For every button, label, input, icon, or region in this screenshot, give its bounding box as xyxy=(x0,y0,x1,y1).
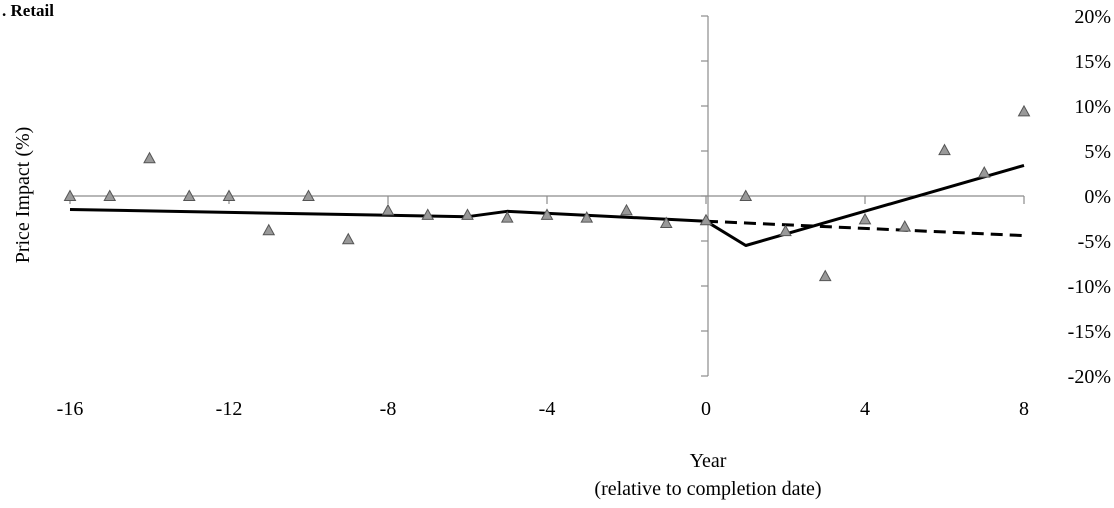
chart-title: . Retail xyxy=(2,1,54,20)
x-tick-label: 4 xyxy=(860,398,870,420)
data-point xyxy=(500,211,514,223)
y-tick-label: 10% xyxy=(1074,96,1111,118)
data-point xyxy=(421,208,435,220)
y-tick-label: 20% xyxy=(1074,6,1111,28)
y-tick-label: -15% xyxy=(1068,321,1111,343)
dashed-trend-line xyxy=(705,219,1025,238)
x-tick-labels: -16 -12 -8 -4 0 4 8 xyxy=(57,398,1029,420)
data-point xyxy=(381,203,395,216)
data-point xyxy=(222,189,236,201)
axes xyxy=(69,15,1025,377)
scatter-points xyxy=(63,104,1031,282)
data-point xyxy=(63,189,77,201)
data-point xyxy=(540,208,554,220)
data-point xyxy=(699,213,713,226)
y-tick-label: -5% xyxy=(1078,231,1111,253)
data-point xyxy=(779,224,792,237)
x-tick-label: -12 xyxy=(216,398,243,420)
data-point xyxy=(818,269,832,282)
x-tick-label: -4 xyxy=(539,398,556,420)
y-tick-label: -20% xyxy=(1068,366,1111,388)
data-point xyxy=(262,223,276,236)
solid-trend-line xyxy=(69,163,1025,247)
data-point xyxy=(659,216,673,228)
x-tick-label: -16 xyxy=(57,398,84,420)
x-axis-sublabel: (relative to completion date) xyxy=(594,478,821,500)
x-tick-label: 8 xyxy=(1019,398,1029,420)
data-point xyxy=(182,189,196,201)
data-point xyxy=(143,151,156,164)
data-point xyxy=(103,189,117,201)
x-tick-label: 0 xyxy=(701,398,711,420)
data-point xyxy=(858,212,872,225)
data-point xyxy=(302,189,315,201)
data-point xyxy=(580,211,594,223)
y-tick-label: 5% xyxy=(1084,141,1111,163)
data-point xyxy=(938,143,951,156)
data-point xyxy=(341,232,355,245)
data-point xyxy=(898,220,912,232)
data-point xyxy=(1017,104,1031,117)
y-tick-label: 15% xyxy=(1074,51,1111,73)
trend-lines xyxy=(69,163,1025,247)
data-point xyxy=(739,189,753,201)
x-tick-label: -8 xyxy=(380,398,397,420)
y-tick-label: 0% xyxy=(1084,186,1111,208)
x-axis-label: Year xyxy=(690,450,727,472)
data-point xyxy=(461,208,474,220)
y-tick-labels: 20% 15% 10% 5% 0% -5% -10% -15% -20% xyxy=(1068,6,1111,388)
data-point xyxy=(977,166,991,178)
y-axis-label: Price Impact (%) xyxy=(12,127,34,264)
data-point xyxy=(620,203,633,216)
y-tick-label: -10% xyxy=(1068,276,1111,298)
